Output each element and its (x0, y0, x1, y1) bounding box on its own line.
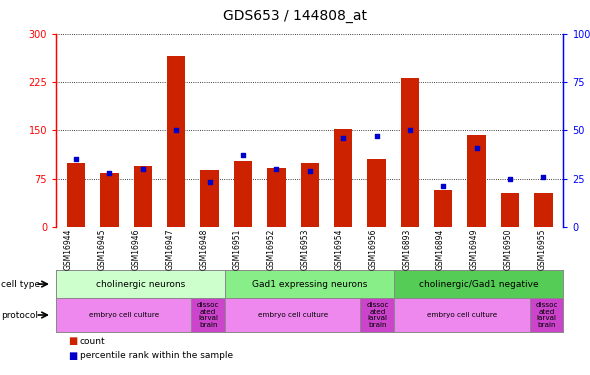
Bar (100, 174, 119, 227)
Point (339, 135, 348, 141)
Bar (134, 166, 152, 227)
Bar (334, 129, 352, 227)
Point (172, 128, 181, 134)
Bar (434, 189, 453, 227)
Text: GSM16944: GSM16944 (64, 228, 73, 270)
Text: GSM16945: GSM16945 (98, 228, 107, 270)
Text: embryo cell culture: embryo cell culture (258, 312, 328, 318)
Bar (267, 168, 286, 227)
Point (305, 168, 314, 174)
Text: GSM16950: GSM16950 (504, 228, 513, 270)
Point (438, 183, 448, 189)
Text: GSM16955: GSM16955 (537, 228, 546, 270)
Point (539, 174, 548, 180)
Text: percentile rank within the sample: percentile rank within the sample (80, 351, 233, 360)
Bar (234, 160, 252, 227)
Point (505, 176, 514, 181)
Point (138, 166, 148, 172)
Text: dissoc
ated
larval
brain: dissoc ated larval brain (197, 302, 219, 328)
Point (271, 166, 281, 172)
Point (205, 180, 214, 186)
Text: GSM16949: GSM16949 (470, 228, 479, 270)
Point (372, 133, 381, 139)
Text: GSM16951: GSM16951 (233, 228, 242, 270)
Text: GSM16893: GSM16893 (402, 228, 411, 270)
Text: GDS653 / 144808_at: GDS653 / 144808_at (223, 9, 367, 23)
Bar (300, 162, 319, 227)
Bar (67, 162, 86, 227)
Point (105, 170, 114, 176)
Text: ■: ■ (68, 351, 77, 360)
Bar (501, 194, 519, 227)
Text: GSM16952: GSM16952 (267, 228, 276, 270)
Bar (401, 78, 419, 227)
Bar (167, 56, 185, 227)
Point (405, 128, 415, 134)
Text: embryo cell culture: embryo cell culture (88, 312, 159, 318)
Bar (534, 193, 553, 227)
Text: cell type: cell type (1, 280, 40, 289)
Text: cholinergic/Gad1 negative: cholinergic/Gad1 negative (419, 280, 539, 289)
Text: Gad1 expressing neurons: Gad1 expressing neurons (252, 280, 368, 289)
Text: dissoc
ated
larval
brain: dissoc ated larval brain (366, 302, 389, 328)
Text: count: count (80, 337, 105, 346)
Text: GSM16947: GSM16947 (165, 228, 175, 270)
Bar (368, 159, 386, 227)
Point (472, 145, 481, 151)
Text: cholinergic neurons: cholinergic neurons (96, 280, 185, 289)
Text: embryo cell culture: embryo cell culture (427, 312, 497, 318)
Bar (201, 170, 219, 227)
Text: GSM16946: GSM16946 (132, 228, 140, 270)
Bar (467, 135, 486, 227)
Text: protocol: protocol (1, 310, 38, 320)
Text: GSM16956: GSM16956 (368, 228, 378, 270)
Point (238, 152, 248, 158)
Text: GSM16954: GSM16954 (335, 228, 343, 270)
Text: dissoc
ated
larval
brain: dissoc ated larval brain (535, 302, 558, 328)
Text: GSM16894: GSM16894 (436, 228, 445, 270)
Point (71, 156, 81, 162)
Text: GSM16953: GSM16953 (301, 228, 310, 270)
Text: GSM16948: GSM16948 (199, 228, 208, 270)
Text: ■: ■ (68, 336, 77, 346)
